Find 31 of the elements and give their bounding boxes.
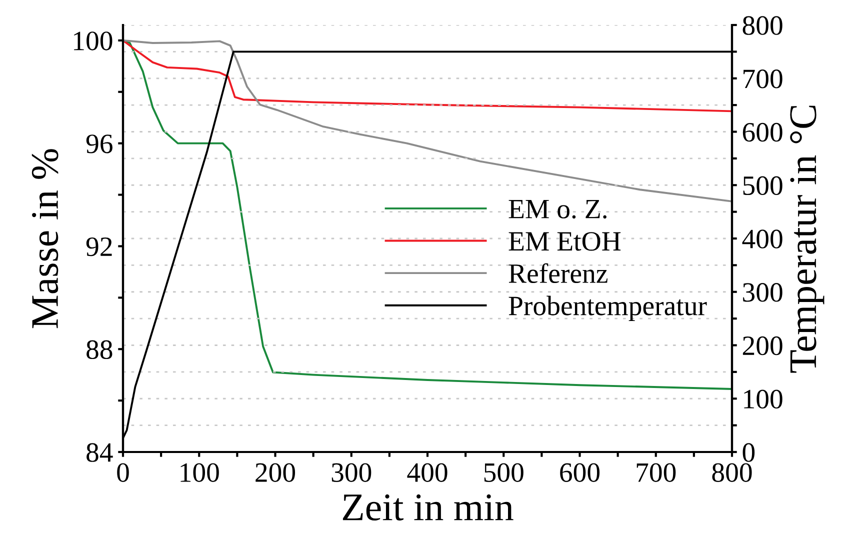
y2-tick-label: 300 xyxy=(743,283,782,302)
x-tick-label: 0 xyxy=(117,463,129,482)
y2-tick-label: 400 xyxy=(742,230,782,248)
y-tick-label: 100 xyxy=(74,32,112,50)
legend-label: EM o. Z. xyxy=(508,200,606,219)
y2-tick-label: 800 xyxy=(742,16,782,35)
y-tick-label: 92 xyxy=(86,237,112,256)
y-tick-label: 96 xyxy=(86,134,112,154)
x-tick-label: 700 xyxy=(636,463,676,482)
y2-tick-label: 700 xyxy=(744,70,782,88)
y2-axis-title: Temperatur in °C xyxy=(790,106,824,373)
y2-tick-label: 100 xyxy=(744,390,782,409)
y2-tick-label: 500 xyxy=(743,176,782,196)
y2-tick-label: 600 xyxy=(742,122,782,142)
x-axis-title: Zeit in min xyxy=(342,494,514,521)
x-tick-label: 100 xyxy=(180,463,219,482)
x-tick-label: 200 xyxy=(256,463,296,482)
y-tick-label: 88 xyxy=(86,340,112,360)
legend-label: Probentemperatur xyxy=(508,296,707,321)
legend-label: Referenz xyxy=(508,263,608,284)
y-axis-title: Masse in % xyxy=(32,149,58,328)
legend-label: EM EtOH xyxy=(508,232,621,251)
line-series xyxy=(123,39,732,112)
y2-tick-label: 0 xyxy=(742,443,755,462)
x-tick-label: 800 xyxy=(712,463,752,482)
y-tick-label: 84 xyxy=(86,443,113,462)
x-tick-label: 300 xyxy=(332,463,372,482)
x-tick-label: 400 xyxy=(407,463,448,482)
x-tick-label: 500 xyxy=(484,463,524,482)
y2-tick-label: 200 xyxy=(742,336,782,356)
x-tick-label: 600 xyxy=(560,463,600,482)
